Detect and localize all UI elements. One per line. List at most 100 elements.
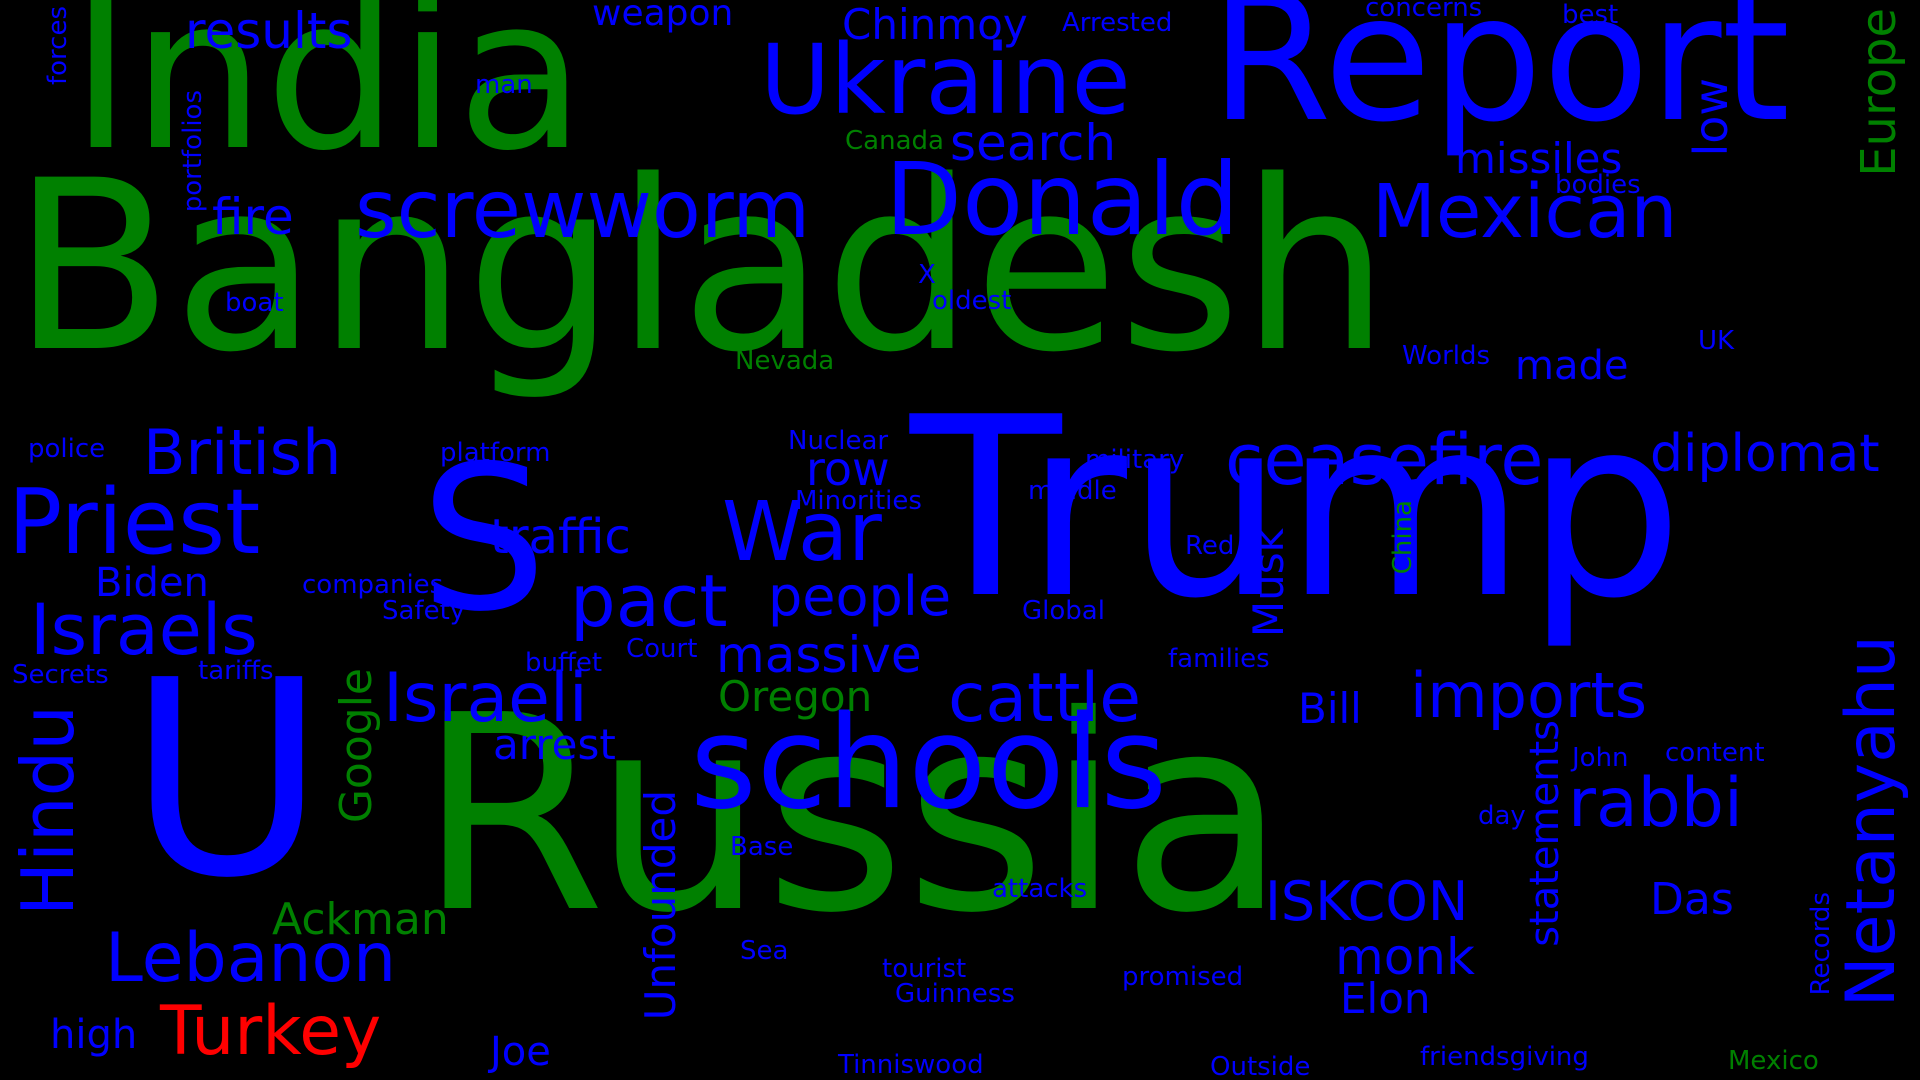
word-rabbi: rabbi xyxy=(1568,764,1743,843)
word-minorities: Minorities xyxy=(795,486,922,516)
word-middle: middle xyxy=(1028,476,1117,506)
word-india: India xyxy=(70,0,586,197)
word-buffet: buffet xyxy=(525,648,603,678)
word-oldest: oldest xyxy=(932,286,1012,316)
word-made: made xyxy=(1515,343,1629,389)
word-results: results xyxy=(185,2,353,60)
word-outside: Outside xyxy=(1210,1052,1311,1080)
word-report: Report xyxy=(1210,0,1791,161)
word-bill: Bill xyxy=(1298,684,1362,733)
word-low: low xyxy=(1684,78,1738,157)
word-people: people xyxy=(768,565,952,628)
word-search: search xyxy=(950,114,1117,172)
word-platform: platform xyxy=(440,438,551,468)
word-diplomat: diplomat xyxy=(1650,424,1880,484)
word-global: Global xyxy=(1022,596,1105,626)
word-sea: Sea xyxy=(740,936,789,966)
word-war: War xyxy=(722,485,882,580)
word-man: man xyxy=(475,70,533,100)
word-turkey: Turkey xyxy=(160,992,382,1071)
word-europe: Europe xyxy=(1851,8,1907,177)
word-boat: boat xyxy=(225,288,284,318)
word-base: Base xyxy=(730,832,794,862)
word-bodies: bodies xyxy=(1555,170,1641,200)
word-high: high xyxy=(50,1012,138,1058)
word-lebanon: Lebanon xyxy=(105,919,397,998)
word-missiles: missiles xyxy=(1455,134,1623,183)
word-israeli: Israeli xyxy=(383,659,588,738)
word-uk: UK xyxy=(1698,326,1735,356)
word-iskcon: ISKCON xyxy=(1265,870,1469,933)
word-hindu: Hindu xyxy=(6,705,90,917)
word-schools: schools xyxy=(690,689,1168,838)
word-netanyahu: Netanyahu xyxy=(1832,635,1911,1008)
word-mexico: Mexico xyxy=(1728,1046,1819,1076)
word-secrets: Secrets xyxy=(12,660,109,690)
word-forces: forces xyxy=(43,6,73,86)
word-traffic: traffic xyxy=(490,509,631,565)
word-portfolios: portfolios xyxy=(178,90,208,213)
word-concerns: concerns xyxy=(1365,0,1483,23)
word-nevada: Nevada xyxy=(735,346,835,376)
word-ackman: Ackman xyxy=(272,894,449,945)
word-biden: Biden xyxy=(95,560,209,606)
word-safety: Safety xyxy=(382,596,466,626)
word-companies: companies xyxy=(302,570,444,600)
word-google: Google xyxy=(331,668,382,824)
word-imports: imports xyxy=(1410,659,1648,732)
word-guinness: Guinness xyxy=(895,979,1015,1009)
word-worlds: Worlds xyxy=(1402,341,1491,371)
word-oregon: Oregon xyxy=(718,672,873,721)
word-x: X xyxy=(918,260,936,290)
word-monk: monk xyxy=(1335,928,1475,986)
word-chinmoy: Chinmoy xyxy=(842,0,1028,49)
word-arrested: Arrested xyxy=(1062,8,1173,38)
word-british: British xyxy=(143,416,342,489)
word-russia: Russia xyxy=(418,657,1287,972)
word-arrest: arrest xyxy=(493,720,616,769)
word-elon: Elon xyxy=(1340,974,1431,1023)
word-nuclear: Nuclear xyxy=(788,426,889,456)
word-statements: statements xyxy=(1522,720,1568,947)
word-tariffs: tariffs xyxy=(198,656,274,686)
word-screwworm: screwworm xyxy=(355,163,811,256)
word-s: S xyxy=(420,423,547,656)
word-red: Red xyxy=(1185,531,1235,561)
word-bangladesh: Bangladesh xyxy=(12,131,1390,404)
word-court: Court xyxy=(626,634,698,664)
word-trump: Trump xyxy=(910,365,1684,653)
word-weapon: weapon xyxy=(592,0,734,34)
word-canada: Canada xyxy=(845,126,944,156)
word-row: row xyxy=(806,442,890,496)
word-day: day xyxy=(1478,801,1526,831)
word-attacks: attacks xyxy=(992,874,1088,904)
word-friendsgiving: friendsgiving xyxy=(1420,1042,1589,1072)
word-tourist: tourist xyxy=(882,954,967,984)
word-musk: Musk xyxy=(1244,528,1293,638)
word-das: Das xyxy=(1650,874,1734,925)
word-china: China xyxy=(1388,500,1418,575)
word-content: content xyxy=(1665,738,1765,768)
word-unfounded: Unfounded xyxy=(636,790,685,1021)
word-police: police xyxy=(28,434,106,464)
word-u: U xyxy=(128,622,326,937)
word-massive: massive xyxy=(716,626,922,684)
word-tinniswood: Tinniswood xyxy=(838,1050,984,1080)
word-israels: Israels xyxy=(30,589,258,671)
word-pact: pact xyxy=(570,559,728,643)
word-promised: promised xyxy=(1122,962,1244,992)
word-families: families xyxy=(1168,644,1270,674)
word-fire: fire xyxy=(212,188,294,246)
word-joe: Joe xyxy=(490,1029,551,1075)
word-ceasefire: ceasefire xyxy=(1225,419,1544,501)
word-cattle: cattle xyxy=(948,659,1142,738)
word-ukraine: Ukraine xyxy=(760,24,1131,136)
word-best: best xyxy=(1562,0,1619,30)
word-records: Records xyxy=(1806,892,1836,996)
word-mexican: Mexican xyxy=(1372,169,1678,255)
word-priest: Priest xyxy=(8,470,261,575)
word-military: military xyxy=(1085,445,1185,475)
word-john: John xyxy=(1572,743,1629,773)
word-donald: Donald xyxy=(885,141,1240,258)
